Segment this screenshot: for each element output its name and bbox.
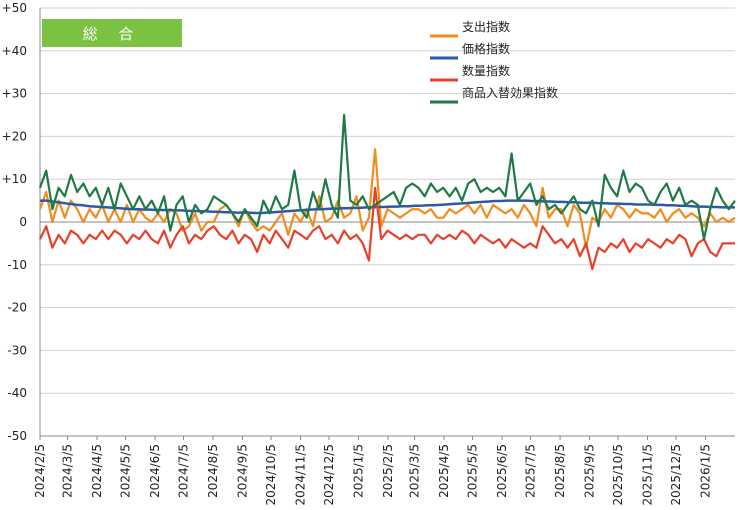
legend-label: 数量指数: [462, 63, 510, 78]
y-tick-label: +20: [2, 129, 27, 143]
x-tick-label: 2024/2/5: [33, 444, 47, 498]
y-tick-label: 0: [19, 215, 27, 229]
category-badge-label: 総 合: [82, 24, 142, 43]
x-tick-label: 2025/6/5: [495, 444, 509, 498]
x-tick-label: 2025/12/5: [669, 444, 683, 506]
y-tick-labels: +50 +40 +30 +20 +10 0 -10 -20 -30 -40 -50: [2, 1, 27, 443]
x-tick-label: 2024/8/5: [206, 444, 220, 498]
category-badge: 総 合: [42, 19, 182, 47]
x-tick-label: 2024/9/5: [236, 444, 250, 498]
legend-label: 価格指数: [462, 41, 510, 56]
grid-lines: [40, 7, 735, 437]
y-tick-label: +10: [2, 172, 27, 186]
legend-label: 商品入替効果指数: [462, 85, 558, 100]
y-tick-label: +50: [2, 1, 27, 15]
x-tick-label: 2024/7/5: [177, 444, 191, 498]
x-tick-label: 2025/8/5: [553, 444, 567, 498]
x-tick-label: 2024/10/5: [264, 444, 278, 506]
x-tick-label: 2024/11/5: [294, 444, 308, 506]
y-tick-label: -40: [7, 386, 27, 400]
x-tick-label: 2024/12/5: [322, 444, 336, 506]
y-tick-label: +30: [2, 87, 27, 101]
x-tick-label: 2024/3/5: [61, 444, 75, 498]
x-tick-label: 2025/7/5: [524, 444, 538, 498]
x-tick-label: 2025/2/5: [381, 444, 395, 498]
x-tick-label: 2025/10/5: [611, 444, 625, 506]
x-tick-label: 2024/5/5: [119, 444, 133, 498]
x-tick-label: 2024/6/5: [148, 444, 162, 498]
x-tick-label: 2025/9/5: [583, 444, 597, 498]
series-line-4: [38, 113, 736, 241]
x-tick-label: 2025/5/5: [466, 444, 480, 498]
x-tick-label: 2025/11/5: [641, 444, 655, 506]
legend-label: 支出指数: [462, 19, 510, 34]
y-tick-label: +40: [2, 44, 27, 58]
y-tick-label: -10: [7, 258, 27, 272]
series-line-3: [39, 186, 735, 271]
x-tick-label: 2025/1/5: [352, 444, 366, 498]
x-tick-label: 2025/3/5: [408, 444, 422, 498]
x-tick-label: 2026/1/5: [699, 444, 713, 498]
y-tick-label: -20: [7, 301, 27, 315]
x-tick-label: 2025/4/5: [437, 444, 451, 498]
series-lines: [38, 113, 736, 271]
y-tick-label: -30: [7, 343, 27, 357]
y-tick-label: -50: [7, 429, 27, 443]
x-tick-label: 2024/4/5: [90, 444, 104, 498]
series-line-1: [38, 148, 736, 249]
x-tick-labels: 2024/2/5 2024/3/5 2024/4/5 2024/5/5 2024/6/5…: [33, 436, 713, 506]
